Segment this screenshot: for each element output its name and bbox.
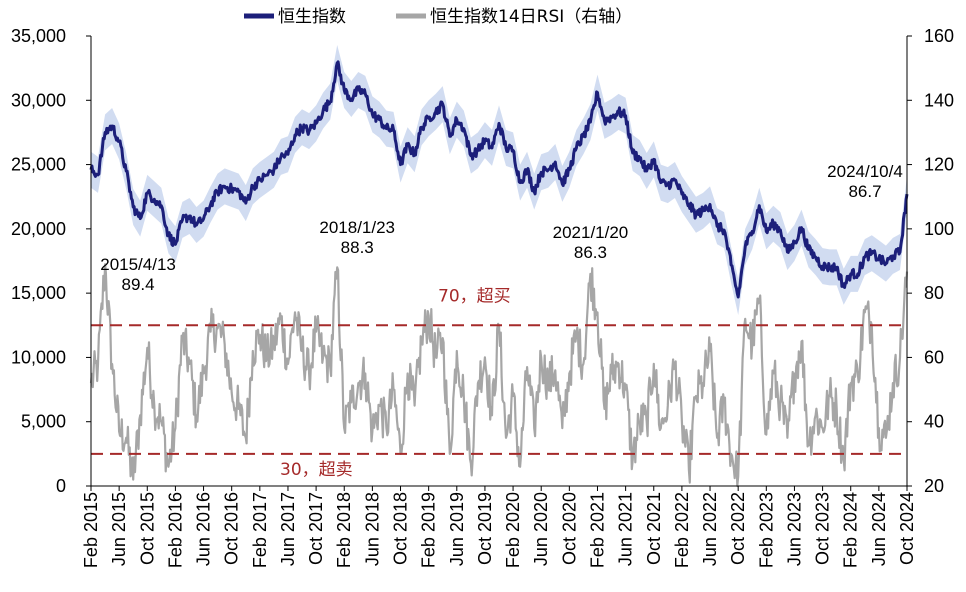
right-tick-label: 120 bbox=[924, 155, 954, 175]
right-tick-label: 100 bbox=[924, 219, 954, 239]
reference-lines: 70，超买 30，超卖 bbox=[91, 286, 907, 480]
x-tick-label: Feb 2024 bbox=[841, 492, 861, 568]
reference-label-30: 30，超卖 bbox=[280, 460, 353, 480]
legend-hsi-label: 恒生指数 bbox=[278, 7, 346, 27]
x-tick-label: Oct 2019 bbox=[475, 492, 495, 565]
right-tick-label: 80 bbox=[924, 283, 944, 303]
x-tick-label: Jun 2018 bbox=[362, 492, 382, 566]
annotation-date: 2024/10/4 bbox=[827, 162, 903, 181]
legend-rsi-label: 恒生指数14日RSI（右轴） bbox=[430, 7, 632, 27]
x-tick-label: Feb 2016 bbox=[165, 492, 185, 568]
annotation-value: 86.7 bbox=[848, 182, 881, 201]
x-tick-label: Oct 2021 bbox=[644, 492, 664, 565]
x-tick-label: Oct 2015 bbox=[137, 492, 157, 565]
x-tick-label: Jun 2016 bbox=[194, 492, 214, 566]
x-tick-label: Feb 2019 bbox=[419, 492, 439, 568]
x-tick-label: Oct 2023 bbox=[813, 492, 833, 565]
left-tick-label: 30,000 bbox=[11, 90, 66, 110]
annotation-value: 89.4 bbox=[122, 275, 155, 294]
left-tick-label: 25,000 bbox=[11, 155, 66, 175]
x-tick-label: Oct 2022 bbox=[728, 492, 748, 565]
x-tick-label: Jun 2022 bbox=[700, 492, 720, 566]
hsi-line bbox=[89, 60, 909, 299]
axes: 0 5,000 10,000 15,000 20,000 25,000 30,000 35,0… bbox=[11, 26, 954, 568]
x-tick-label: Jun 2021 bbox=[616, 492, 636, 566]
annotation-date: 2021/1/20 bbox=[553, 223, 629, 242]
x-tick-label: Jun 2023 bbox=[784, 492, 804, 566]
x-tick-label: Feb 2015 bbox=[81, 492, 101, 568]
x-tick-label: Feb 2017 bbox=[250, 492, 270, 568]
x-tick-label: Jun 2015 bbox=[109, 492, 129, 566]
hsi-series bbox=[89, 60, 909, 299]
annotation-value: 88.3 bbox=[341, 238, 374, 257]
x-tick-label: Jun 2024 bbox=[869, 492, 889, 566]
x-tick-label: Jun 2017 bbox=[278, 492, 298, 566]
x-tick-label: Oct 2017 bbox=[306, 492, 326, 565]
x-tick-label: Oct 2018 bbox=[391, 492, 411, 565]
legend: 恒生指数 恒生指数14日RSI（右轴） bbox=[244, 7, 632, 27]
left-tick-label: 35,000 bbox=[11, 26, 66, 46]
x-tick-label: Jun 2020 bbox=[531, 492, 551, 566]
annotation-value: 86.3 bbox=[574, 243, 607, 262]
x-tick-label: Oct 2024 bbox=[897, 492, 917, 565]
hsi-band bbox=[91, 45, 907, 315]
annotation-date: 2018/1/23 bbox=[319, 218, 395, 237]
left-tick-label: 15,000 bbox=[11, 283, 66, 303]
left-tick-label: 20,000 bbox=[11, 219, 66, 239]
x-tick-label: Feb 2020 bbox=[503, 492, 523, 568]
x-tick-label: Jun 2019 bbox=[447, 492, 467, 566]
right-tick-label: 160 bbox=[924, 26, 954, 46]
right-tick-label: 20 bbox=[924, 476, 944, 496]
left-tick-label: 10,000 bbox=[11, 347, 66, 367]
x-tick-label: Oct 2016 bbox=[222, 492, 242, 565]
reference-label-70: 70，超买 bbox=[438, 286, 511, 306]
x-tick-label: Feb 2018 bbox=[334, 492, 354, 568]
annotation-date: 2015/4/13 bbox=[100, 255, 176, 274]
left-tick-label: 0 bbox=[56, 476, 66, 496]
x-tick-label: Feb 2021 bbox=[587, 492, 607, 568]
right-tick-label: 60 bbox=[924, 347, 944, 367]
x-tick-label: Feb 2023 bbox=[756, 492, 776, 568]
left-tick-label: 5,000 bbox=[21, 412, 66, 432]
hsi-band-area bbox=[91, 45, 907, 315]
right-tick-label: 40 bbox=[924, 412, 944, 432]
right-tick-label: 140 bbox=[924, 90, 954, 110]
x-tick-label: Feb 2022 bbox=[672, 492, 692, 568]
x-tick-label: Oct 2020 bbox=[559, 492, 579, 565]
